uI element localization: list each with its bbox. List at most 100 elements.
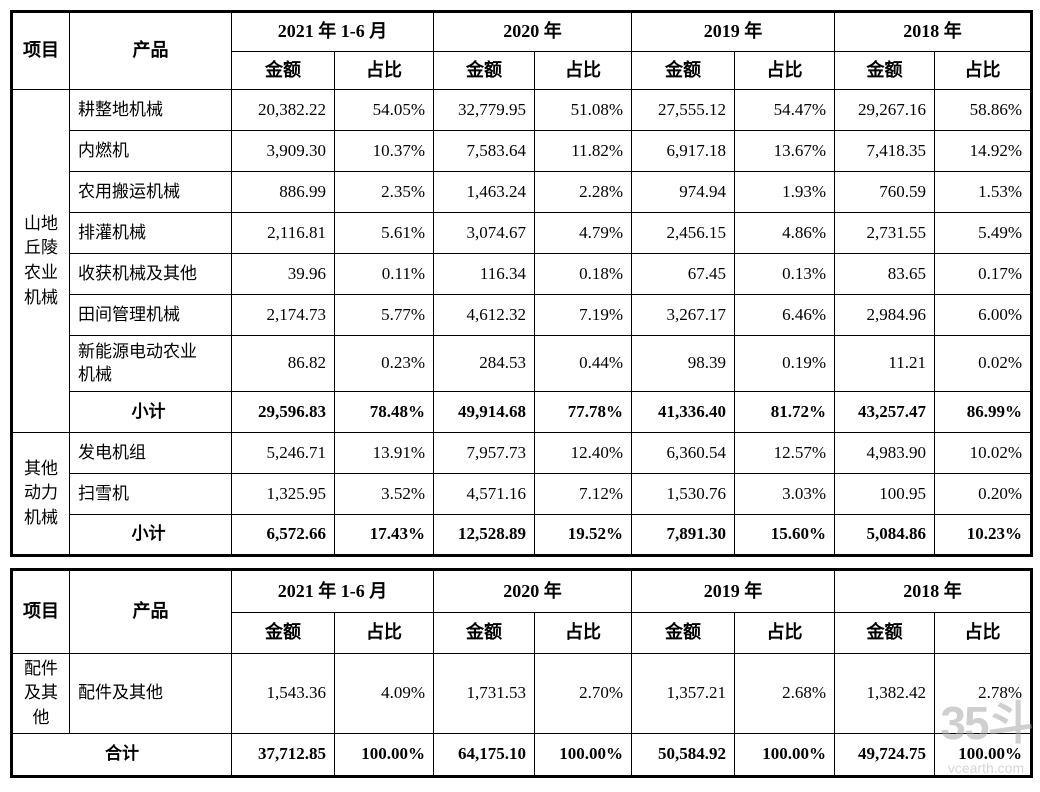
amount-cell: 39.96: [231, 253, 335, 295]
item-cell-parts: 配件 及其 他: [11, 653, 70, 734]
col-header-period-2020: 2020 年: [433, 569, 632, 613]
amount-cell: 27,555.12: [631, 89, 735, 131]
amount-cell: 5,084.86: [834, 514, 935, 556]
amount-cell: 1,325.95: [231, 473, 335, 515]
product-cell: 内燃机: [69, 130, 232, 172]
ratio-cell: 54.05%: [334, 89, 434, 131]
ratio-cell: 2.28%: [534, 171, 632, 213]
ratio-cell: 58.86%: [934, 89, 1032, 131]
ratio-cell: 78.48%: [334, 391, 434, 433]
amount-cell: 5,246.71: [231, 432, 335, 474]
amount-cell: 4,612.32: [433, 294, 535, 336]
ratio-cell: 81.72%: [734, 391, 835, 433]
ratio-cell: 3.03%: [734, 473, 835, 515]
col-header-amount: 金额: [834, 51, 935, 90]
ratio-cell: 0.17%: [934, 253, 1032, 295]
parts-sales-table: 项目 产品 2021 年 1-6 月 2020 年 2019 年 2018 年 …: [10, 568, 1033, 778]
ratio-cell: 0.02%: [934, 335, 1032, 392]
product-cell: 排灌机械: [69, 212, 232, 254]
ratio-cell: 3.52%: [334, 473, 434, 515]
ratio-cell: 10.23%: [934, 514, 1032, 556]
ratio-cell: 19.52%: [534, 514, 632, 556]
product-cell: 配件及其他: [69, 653, 232, 734]
ratio-cell: 1.53%: [934, 171, 1032, 213]
ratio-cell: 17.43%: [334, 514, 434, 556]
item-cell-mountain-agri: 山地 丘陵 农业 机械: [11, 89, 70, 433]
data-row: 扫雪机 1,325.95 3.52% 4,571.16 7.12% 1,530.…: [12, 473, 1032, 515]
amount-cell: 100.95: [834, 473, 935, 515]
ratio-cell: 10.37%: [334, 130, 434, 172]
amount-cell: 41,336.40: [631, 391, 735, 433]
col-header-product: 产品: [69, 11, 232, 90]
ratio-cell: 2.35%: [334, 171, 434, 213]
ratio-cell: 12.40%: [534, 432, 632, 474]
col-header-period-2018: 2018 年: [834, 11, 1032, 52]
ratio-cell: 100.00%: [934, 733, 1032, 777]
amount-cell: 2,984.96: [834, 294, 935, 336]
ratio-cell: 0.20%: [934, 473, 1032, 515]
col-header-period-2021h1: 2021 年 1-6 月: [231, 569, 434, 613]
amount-cell: 29,596.83: [231, 391, 335, 433]
data-row: 田间管理机械 2,174.73 5.77% 4,612.32 7.19% 3,2…: [12, 294, 1032, 336]
ratio-cell: 4.86%: [734, 212, 835, 254]
total-label-cell: 合计: [11, 733, 232, 777]
ratio-cell: 4.79%: [534, 212, 632, 254]
ratio-cell: 2.68%: [734, 653, 835, 734]
header-row-periods: 项目 产品 2021 年 1-6 月 2020 年 2019 年 2018 年: [11, 11, 1032, 90]
ratio-cell: 13.67%: [734, 130, 835, 172]
col-header-amount: 金额: [433, 51, 535, 90]
subtotal-label-cell: 小计: [69, 514, 232, 556]
amount-cell: 50,584.92: [631, 733, 735, 777]
ratio-cell: 6.00%: [934, 294, 1032, 336]
amount-cell: 974.94: [631, 171, 735, 213]
data-row: 收获机械及其他 39.96 0.11% 116.34 0.18% 67.45 0…: [12, 253, 1032, 295]
product-cell: 发电机组: [69, 432, 232, 474]
ratio-cell: 1.93%: [734, 171, 835, 213]
amount-cell: 2,116.81: [231, 212, 335, 254]
amount-cell: 49,724.75: [834, 733, 935, 777]
ratio-cell: 0.11%: [334, 253, 434, 295]
ratio-cell: 6.46%: [734, 294, 835, 336]
ratio-cell: 54.47%: [734, 89, 835, 131]
data-row: 内燃机 3,909.30 10.37% 7,583.64 11.82% 6,91…: [12, 130, 1032, 172]
subtotal-label-cell: 小计: [69, 391, 232, 433]
col-header-ratio: 占比: [334, 612, 434, 654]
ratio-cell: 2.70%: [534, 653, 632, 734]
col-header-product: 产品: [69, 569, 232, 654]
amount-cell: 886.99: [231, 171, 335, 213]
item-cell-other-power: 其他 动力 机械: [11, 432, 70, 556]
ratio-cell: 11.82%: [534, 130, 632, 172]
col-header-ratio: 占比: [734, 51, 835, 90]
ratio-cell: 13.91%: [334, 432, 434, 474]
ratio-cell: 5.49%: [934, 212, 1032, 254]
col-header-period-2019: 2019 年: [631, 11, 835, 52]
product-cell: 扫雪机: [69, 473, 232, 515]
amount-cell: 1,463.24: [433, 171, 535, 213]
col-header-amount: 金额: [231, 612, 335, 654]
col-header-amount: 金额: [834, 612, 935, 654]
col-header-ratio: 占比: [534, 51, 632, 90]
ratio-cell: 77.78%: [534, 391, 632, 433]
ratio-cell: 0.23%: [334, 335, 434, 392]
amount-cell: 83.65: [834, 253, 935, 295]
amount-cell: 284.53: [433, 335, 535, 392]
ratio-cell: 12.57%: [734, 432, 835, 474]
ratio-cell: 5.77%: [334, 294, 434, 336]
product-cell: 田间管理机械: [69, 294, 232, 336]
col-header-period-2021h1: 2021 年 1-6 月: [231, 11, 434, 52]
col-header-ratio: 占比: [534, 612, 632, 654]
ratio-cell: 0.18%: [534, 253, 632, 295]
col-header-period-2020: 2020 年: [433, 11, 632, 52]
amount-cell: 6,360.54: [631, 432, 735, 474]
ratio-cell: 51.08%: [534, 89, 632, 131]
col-header-amount: 金额: [433, 612, 535, 654]
col-header-period-2019: 2019 年: [631, 569, 835, 613]
amount-cell: 37,712.85: [231, 733, 335, 777]
data-row: 排灌机械 2,116.81 5.61% 3,074.67 4.79% 2,456…: [12, 212, 1032, 254]
col-header-amount: 金额: [231, 51, 335, 90]
amount-cell: 29,267.16: [834, 89, 935, 131]
ratio-cell: 0.44%: [534, 335, 632, 392]
col-header-ratio: 占比: [334, 51, 434, 90]
col-header-item: 项目: [11, 569, 70, 654]
amount-cell: 7,583.64: [433, 130, 535, 172]
